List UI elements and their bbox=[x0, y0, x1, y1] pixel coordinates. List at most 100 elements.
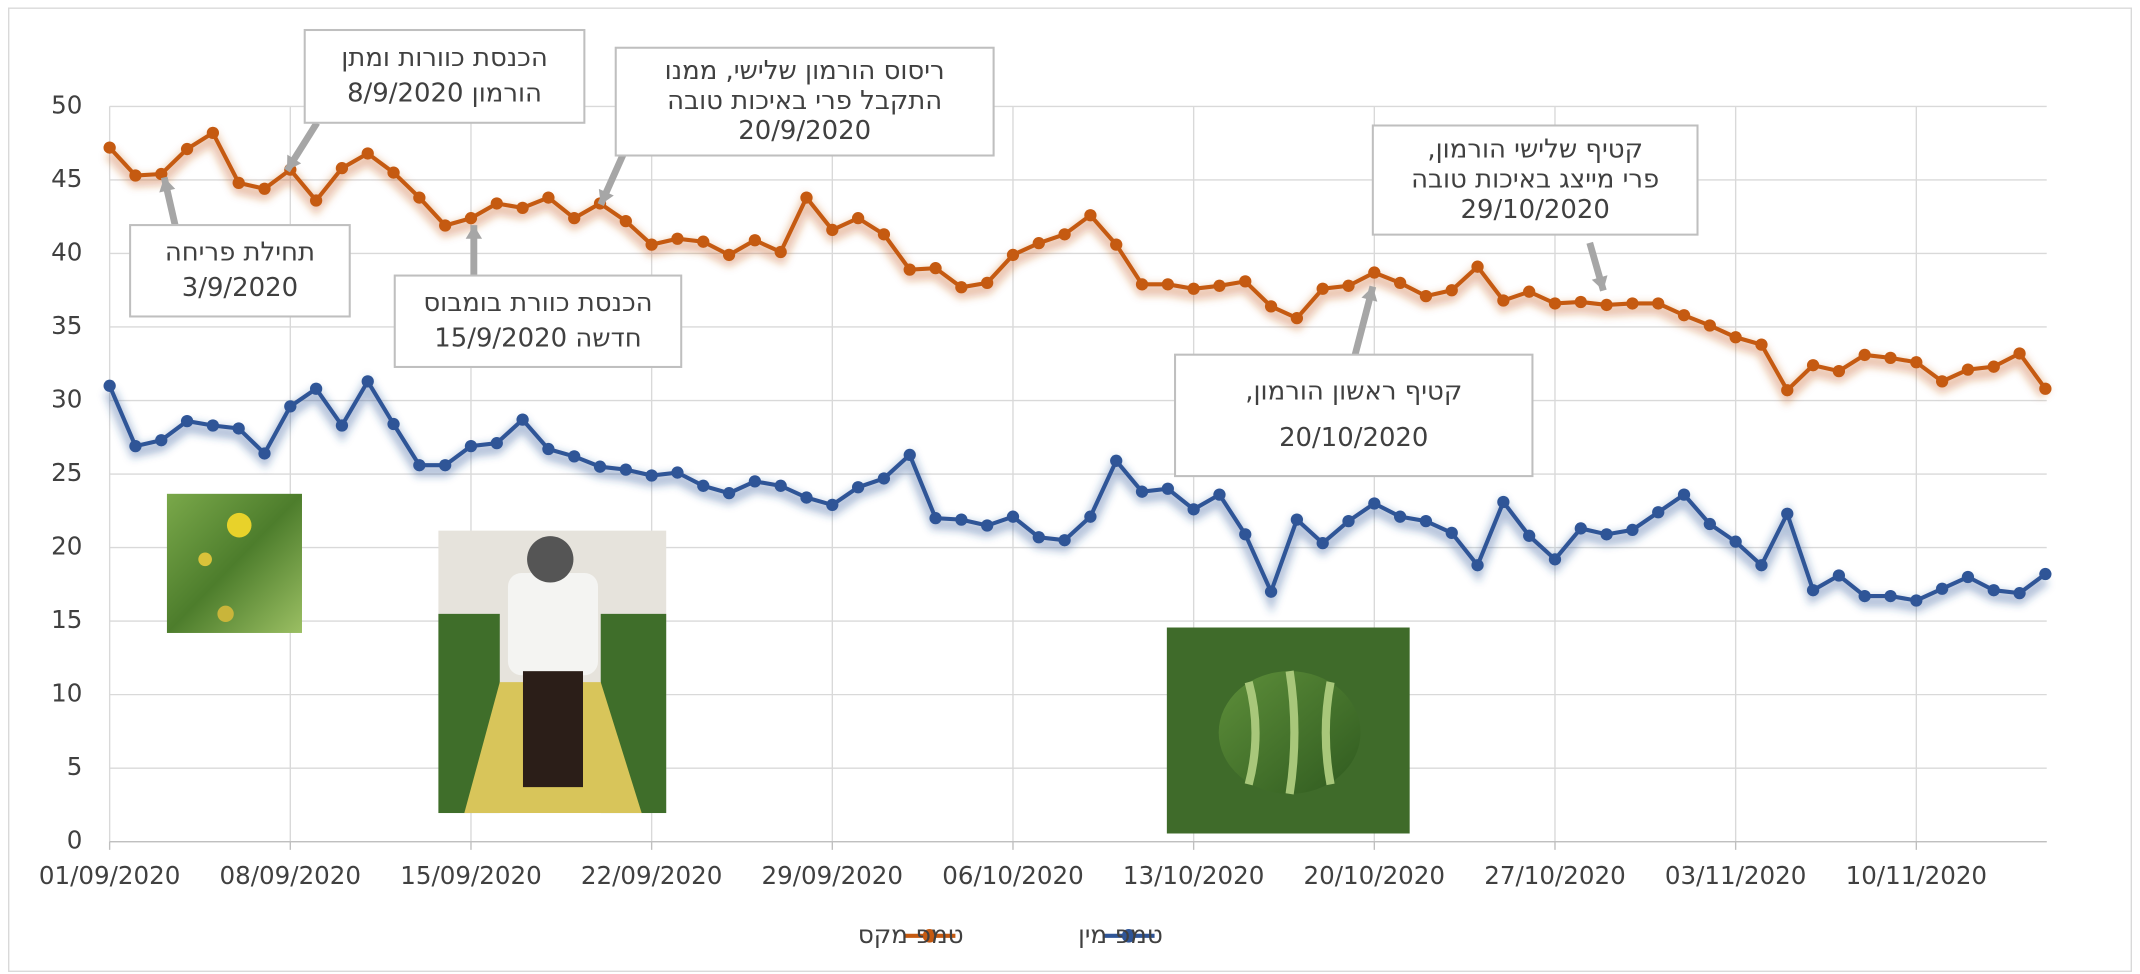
point bbox=[619, 214, 632, 228]
point bbox=[1161, 278, 1174, 291]
annotation-text: ריסוס הורמון שלישי, ממנו bbox=[665, 56, 945, 86]
point bbox=[1290, 312, 1304, 325]
point bbox=[1187, 503, 1200, 516]
point bbox=[1729, 535, 1742, 548]
point bbox=[1135, 278, 1149, 291]
series-glow bbox=[103, 374, 2050, 614]
point bbox=[1652, 297, 1665, 310]
annotation-text: קטיף ראשון הורמון, bbox=[1245, 377, 1462, 407]
point bbox=[1316, 282, 1329, 295]
point bbox=[1032, 237, 1045, 250]
point bbox=[929, 262, 942, 275]
point bbox=[1006, 248, 1020, 262]
point bbox=[671, 466, 684, 479]
legend-marker bbox=[1121, 928, 1136, 943]
point bbox=[1523, 529, 1536, 542]
point bbox=[387, 417, 400, 431]
point bbox=[955, 281, 968, 294]
y-tick-label: 10 bbox=[51, 679, 82, 708]
annotation-arrowhead bbox=[286, 154, 302, 171]
point bbox=[1600, 528, 1613, 541]
photo-flower bbox=[166, 493, 302, 633]
point bbox=[1935, 375, 1949, 388]
point bbox=[542, 442, 555, 456]
point bbox=[1987, 584, 2000, 597]
y-tick-label: 50 bbox=[51, 90, 82, 119]
annotation-text: הכנסת כוורות ומתן bbox=[341, 43, 548, 73]
point bbox=[2039, 382, 2052, 395]
point bbox=[800, 491, 813, 504]
y-tick-label: 35 bbox=[51, 311, 82, 340]
point bbox=[1910, 356, 1923, 369]
point bbox=[1781, 507, 1794, 520]
x-tick-label: 20/10/2020 bbox=[1304, 861, 1445, 890]
point bbox=[2013, 347, 2026, 360]
annotation-text: 29/10/2020 bbox=[1461, 195, 1610, 225]
point bbox=[103, 379, 116, 392]
point bbox=[516, 413, 529, 426]
point bbox=[1677, 309, 1691, 322]
point bbox=[1626, 523, 1639, 537]
point bbox=[439, 219, 452, 232]
annotation: הכנסת כוורות ומתן הורמון 8/9/2020 bbox=[284, 28, 586, 173]
x-tick-label: 10/11/2020 bbox=[1846, 861, 1987, 890]
point bbox=[1393, 510, 1407, 523]
point bbox=[722, 487, 736, 500]
y-tick-label: 20 bbox=[51, 532, 82, 561]
annotation-box bbox=[393, 274, 683, 368]
point bbox=[464, 439, 478, 453]
grid: 0 5 10 15 20 25 30 35 40 45 50 01/09/2020 08/09/2020… bbox=[39, 90, 2047, 890]
point bbox=[697, 479, 710, 492]
point bbox=[1755, 338, 1768, 351]
point bbox=[1213, 279, 1226, 292]
point bbox=[774, 245, 787, 259]
annotation-text: 3/9/2020 bbox=[182, 273, 298, 303]
point bbox=[1781, 384, 1794, 397]
point bbox=[903, 448, 916, 462]
annotation: קטיף שלישי הורמון,פרי מייצג באיכות טובה2… bbox=[1371, 124, 1699, 292]
plot bbox=[103, 126, 2052, 614]
point bbox=[1548, 297, 1562, 310]
point bbox=[335, 419, 349, 432]
annotation-arrowhead bbox=[1591, 275, 1608, 291]
point bbox=[155, 167, 168, 181]
point bbox=[1626, 297, 1639, 310]
point bbox=[748, 475, 762, 488]
annotation-text: הכנסת כוורת בומבוס bbox=[423, 288, 652, 318]
x-tick-label: 03/11/2020 bbox=[1665, 861, 1806, 890]
annotation-text: התקבל פרי באיכות טובה bbox=[667, 86, 942, 116]
point bbox=[826, 223, 839, 237]
point bbox=[387, 166, 400, 179]
point bbox=[180, 414, 194, 428]
point bbox=[1961, 363, 1975, 376]
annotation-text: פרי מייצג באיכות טובה bbox=[1411, 165, 1659, 195]
y-tick-label: 0 bbox=[67, 826, 83, 855]
photo-beekeeper bbox=[438, 530, 667, 814]
series-line bbox=[108, 129, 2048, 394]
point bbox=[361, 147, 374, 160]
point bbox=[1032, 531, 1045, 544]
point bbox=[464, 212, 478, 225]
point bbox=[1342, 514, 1355, 528]
point bbox=[1600, 298, 1613, 312]
point bbox=[103, 141, 116, 154]
point bbox=[645, 238, 658, 251]
point bbox=[774, 479, 787, 492]
point bbox=[1342, 279, 1355, 292]
photo-watermelon bbox=[1166, 627, 1410, 834]
x-tick-label: 13/10/2020 bbox=[1123, 861, 1264, 890]
annotation-box bbox=[1371, 124, 1699, 236]
point bbox=[1884, 351, 1897, 365]
point bbox=[619, 463, 632, 476]
point bbox=[568, 212, 581, 225]
point bbox=[645, 469, 658, 482]
annotation-text: 20/10/2020 bbox=[1279, 423, 1428, 453]
point bbox=[232, 422, 245, 435]
point bbox=[1239, 275, 1252, 288]
legend-label: טמפ מין bbox=[1078, 920, 1163, 949]
point bbox=[1832, 364, 1846, 378]
point bbox=[1806, 584, 1820, 597]
point bbox=[1471, 260, 1484, 273]
point bbox=[1806, 359, 1820, 372]
